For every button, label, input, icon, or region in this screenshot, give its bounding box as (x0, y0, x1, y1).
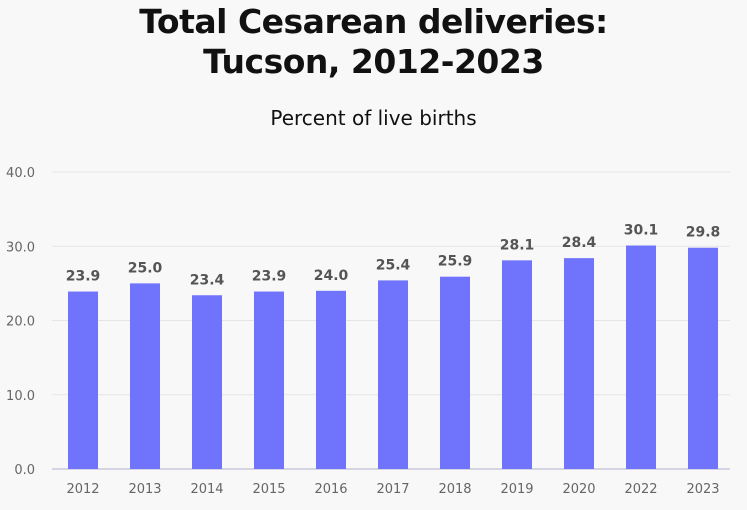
bar (316, 290, 346, 469)
y-tick-label: 20.0 (6, 315, 35, 330)
x-tick-label: 2015 (252, 482, 285, 497)
y-tick-label: 0.0 (14, 463, 35, 478)
y-tick-label: 40.0 (6, 166, 35, 181)
bar (626, 245, 656, 469)
data-label: 25.4 (376, 257, 411, 273)
data-label: 23.4 (190, 272, 225, 288)
data-label: 23.9 (66, 269, 101, 285)
data-label: 28.4 (562, 235, 597, 251)
x-tick-label: 2013 (128, 482, 161, 497)
y-tick-label: 10.0 (6, 389, 35, 404)
x-tick-label: 2018 (438, 482, 471, 497)
x-tick-label: 2012 (66, 482, 99, 497)
chart-title-line-1: Total Cesarean deliveries: (139, 2, 608, 41)
x-tick-label: 2017 (376, 482, 409, 497)
x-tick-label: 2022 (624, 482, 657, 497)
x-tick-label: 2016 (314, 482, 347, 497)
x-tick-label: 2019 (500, 482, 533, 497)
data-label: 25.0 (128, 260, 163, 276)
bar (68, 291, 98, 469)
x-tick-label: 2020 (562, 482, 595, 497)
bar (502, 260, 532, 469)
bar (564, 258, 594, 469)
bar (688, 247, 718, 469)
bar (192, 295, 222, 469)
y-tick-label: 30.0 (6, 240, 35, 255)
chart-subtitle: Percent of live births (270, 106, 477, 130)
bar (130, 283, 160, 469)
data-label: 28.1 (500, 237, 535, 253)
bar (254, 291, 284, 469)
data-label: 24.0 (314, 268, 349, 284)
chart-title-line-2: Tucson, 2012-2023 (203, 42, 544, 81)
x-tick-label: 2014 (190, 482, 223, 497)
chart-title: Total Cesarean deliveries: Tucson, 2012-… (0, 2, 747, 82)
bar (440, 276, 470, 469)
data-label: 30.1 (624, 223, 659, 239)
data-label: 25.9 (438, 254, 473, 270)
bar (378, 280, 408, 469)
data-label: 23.9 (252, 269, 287, 285)
data-label: 29.8 (686, 225, 721, 241)
x-tick-label: 2023 (686, 482, 719, 497)
